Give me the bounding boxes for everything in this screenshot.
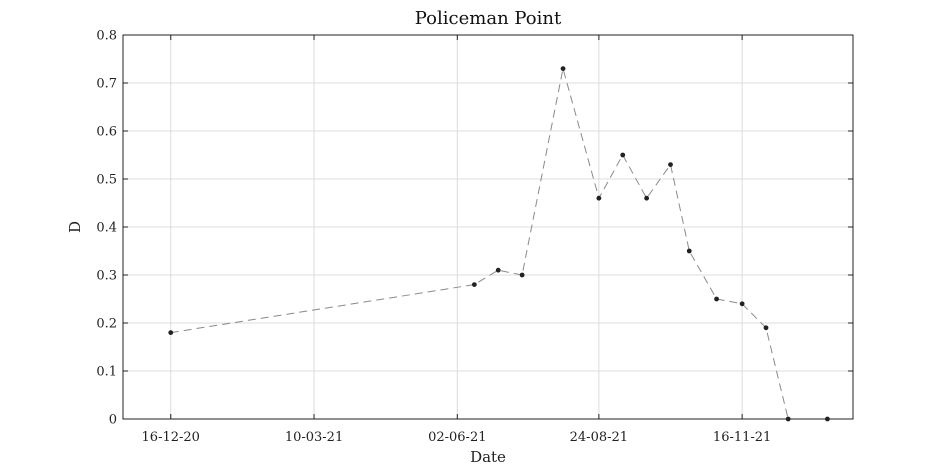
x-tick-label: 10-03-21 xyxy=(285,430,343,445)
chart-title: Policeman Point xyxy=(415,8,562,29)
y-tick-label: 0.3 xyxy=(96,269,117,284)
data-point xyxy=(168,330,174,335)
y-tick-label: 0.2 xyxy=(96,317,117,332)
y-axis-label: D xyxy=(66,221,84,233)
data-point xyxy=(739,301,745,307)
y-tick-label: 0.5 xyxy=(96,173,117,188)
x-axis-label: Date xyxy=(470,448,506,466)
y-tick-label: 0.7 xyxy=(96,77,117,92)
x-tick-label: 02-06-21 xyxy=(428,430,486,445)
data-point xyxy=(620,152,626,158)
data-point xyxy=(668,162,673,168)
data-point xyxy=(714,296,719,302)
data-point xyxy=(763,325,769,331)
series-layer xyxy=(168,66,830,422)
tick-labels: 0 0.1 0.2 0.3 0.4 0.5 0.6 0.7 0.8 16-12-20 10-03-2… xyxy=(96,29,771,446)
y-tick-label: 0.1 xyxy=(96,365,117,380)
data-point xyxy=(471,282,477,287)
x-tick-label: 16-11-21 xyxy=(713,430,771,445)
data-point xyxy=(519,272,525,278)
ticks xyxy=(123,34,853,420)
x-tick-label: 16-12-20 xyxy=(142,430,200,445)
y-tick-label: 0.6 xyxy=(96,125,117,140)
y-tick-label: 0 xyxy=(109,413,117,428)
grid xyxy=(123,34,853,420)
y-tick-label: 0.4 xyxy=(96,221,117,236)
data-point xyxy=(686,248,692,254)
y-tick-label: 0.8 xyxy=(96,29,117,44)
data-point xyxy=(495,267,501,273)
data-point xyxy=(560,66,566,71)
x-tick-label: 24-08-21 xyxy=(570,430,628,445)
data-point xyxy=(596,195,602,201)
series-line xyxy=(170,68,828,420)
data-point xyxy=(644,195,650,201)
